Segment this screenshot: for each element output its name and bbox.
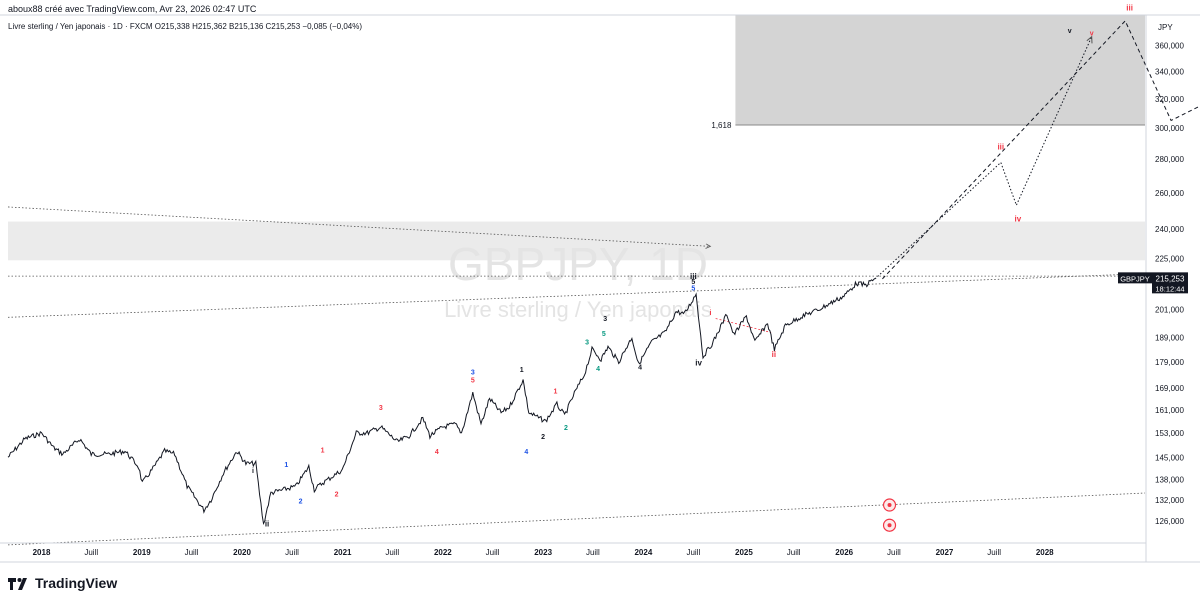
- wave-label-2: 1: [284, 462, 288, 469]
- x-tick-label: 2018: [33, 548, 51, 557]
- x-tick-label: 2027: [936, 548, 954, 557]
- price-tag-bg: [1152, 272, 1188, 294]
- wave-label-3: 2: [299, 498, 303, 505]
- wave-label-1: ii: [265, 519, 269, 528]
- y-tick-label: 300,000: [1155, 124, 1184, 133]
- wave-label-26: iii: [997, 143, 1004, 152]
- price-tag-countdown: 18:12:44: [1155, 284, 1184, 293]
- x-tick-label: Juill: [987, 548, 1001, 557]
- author-line: aboux88 créé avec TradingView.com, Avr 2…: [8, 4, 257, 14]
- x-tick-label: Juill: [586, 548, 600, 557]
- wave-label-12: 2: [541, 434, 545, 441]
- y-tick-label: 201,000: [1155, 305, 1184, 314]
- zone-1: [8, 221, 1145, 261]
- y-tick-label: 126,000: [1155, 517, 1184, 526]
- symbol-line[interactable]: Livre sterling / Yen japonais · 1D · FXC…: [8, 22, 363, 31]
- wave-label-10: 4: [524, 449, 528, 456]
- wave-label-25: ii: [772, 350, 776, 359]
- wave-label-16: 4: [596, 366, 600, 373]
- y-tick-label: 179,000: [1155, 358, 1184, 367]
- x-tick-label: 2020: [233, 548, 251, 557]
- wave-label-7: 4: [435, 449, 439, 456]
- y-tick-label: 260,000: [1155, 189, 1184, 198]
- x-tick-label: Juill: [887, 548, 901, 557]
- event-icon-dot-1: [887, 523, 892, 528]
- y-tick-label: 161,000: [1155, 406, 1184, 415]
- x-tick-label: Juill: [185, 548, 199, 557]
- watermark-ticker: GBPJPY, 1D: [448, 238, 708, 290]
- y-tick-label: 138,000: [1155, 476, 1184, 485]
- wave-label-24: i: [709, 310, 711, 317]
- projection-path-1: [882, 20, 1200, 280]
- y-tick-label: 340,000: [1155, 67, 1184, 76]
- x-tick-label: Juill: [686, 548, 700, 557]
- y-tick-label: 225,000: [1155, 254, 1184, 263]
- fib-level-label: 1,618: [711, 121, 732, 130]
- x-tick-label: 2019: [133, 548, 151, 557]
- price-tag-symbol: GBPJPY: [1120, 274, 1150, 283]
- tradingview-label: TradingView: [35, 575, 118, 591]
- x-tick-label: 2025: [735, 548, 753, 557]
- trendline-1: [7, 273, 1146, 318]
- wave-label-4: 1: [321, 448, 325, 455]
- y-tick-label: 240,000: [1155, 225, 1184, 234]
- x-tick-label: 2026: [835, 548, 853, 557]
- wave-label-11: 1: [520, 367, 524, 374]
- y-tick-label: 280,000: [1155, 155, 1184, 164]
- price-tag-value: 215,253: [1156, 274, 1185, 283]
- y-tick-label: 145,000: [1155, 453, 1184, 462]
- price-series-0: [7, 278, 876, 526]
- tradingview-brand[interactable]: TradingView: [8, 575, 117, 591]
- trendline-2: [7, 492, 1146, 546]
- wave-label-28: v: [1090, 30, 1094, 37]
- wave-label-5: 2: [335, 491, 339, 498]
- wave-label-22: 5: [691, 286, 695, 293]
- wave-label-13: 1: [554, 388, 558, 395]
- wave-label-6: 3: [379, 405, 383, 412]
- wave-label-14: 2: [564, 425, 568, 432]
- wave-label-30: iii: [1126, 3, 1133, 12]
- wave-label-27: iv: [1014, 215, 1021, 224]
- zone-0: [735, 15, 1145, 125]
- wave-label-0: i: [252, 468, 254, 475]
- x-tick-label: 2021: [334, 548, 352, 557]
- projection-path-0: [874, 37, 1092, 280]
- wave-label-18: 3: [603, 316, 607, 323]
- x-tick-label: 2022: [434, 548, 452, 557]
- wave-label-9: 5: [471, 378, 475, 385]
- y-tick-label: 169,000: [1155, 384, 1184, 393]
- y-tick-label: 153,000: [1155, 429, 1184, 438]
- y-tick-label: 320,000: [1155, 95, 1184, 104]
- red-channel-line: [715, 318, 772, 333]
- wave-label-15: 3: [585, 340, 589, 347]
- x-tick-label: Juill: [84, 548, 98, 557]
- x-tick-label: Juill: [385, 548, 399, 557]
- tradingview-logo-icon: [8, 576, 30, 590]
- x-tick-label: Juill: [787, 548, 801, 557]
- x-tick-label: 2028: [1036, 548, 1054, 557]
- currency-label: JPY: [1158, 23, 1173, 32]
- x-tick-label: 2024: [634, 548, 652, 557]
- price-tag-symbol-bg: [1118, 272, 1152, 284]
- x-tick-label: Juill: [486, 548, 500, 557]
- wave-label-8: 3: [471, 370, 475, 377]
- wave-label-17: 5: [602, 331, 606, 338]
- x-tick-label: Juill: [285, 548, 299, 557]
- wave-label-19: 4: [638, 365, 642, 372]
- event-icon-dot-0: [887, 503, 892, 508]
- wave-label-23: iv: [695, 359, 702, 368]
- wave-label-20: iii: [690, 272, 697, 281]
- y-tick-label: 189,000: [1155, 333, 1184, 342]
- y-tick-label: 360,000: [1155, 41, 1184, 50]
- wave-label-21: 5: [691, 279, 695, 286]
- x-tick-label: 2023: [534, 548, 552, 557]
- wave-label-29: v: [1068, 28, 1072, 35]
- y-tick-label: 132,000: [1155, 496, 1184, 505]
- watermark-name: Livre sterling / Yen japonais: [444, 297, 712, 322]
